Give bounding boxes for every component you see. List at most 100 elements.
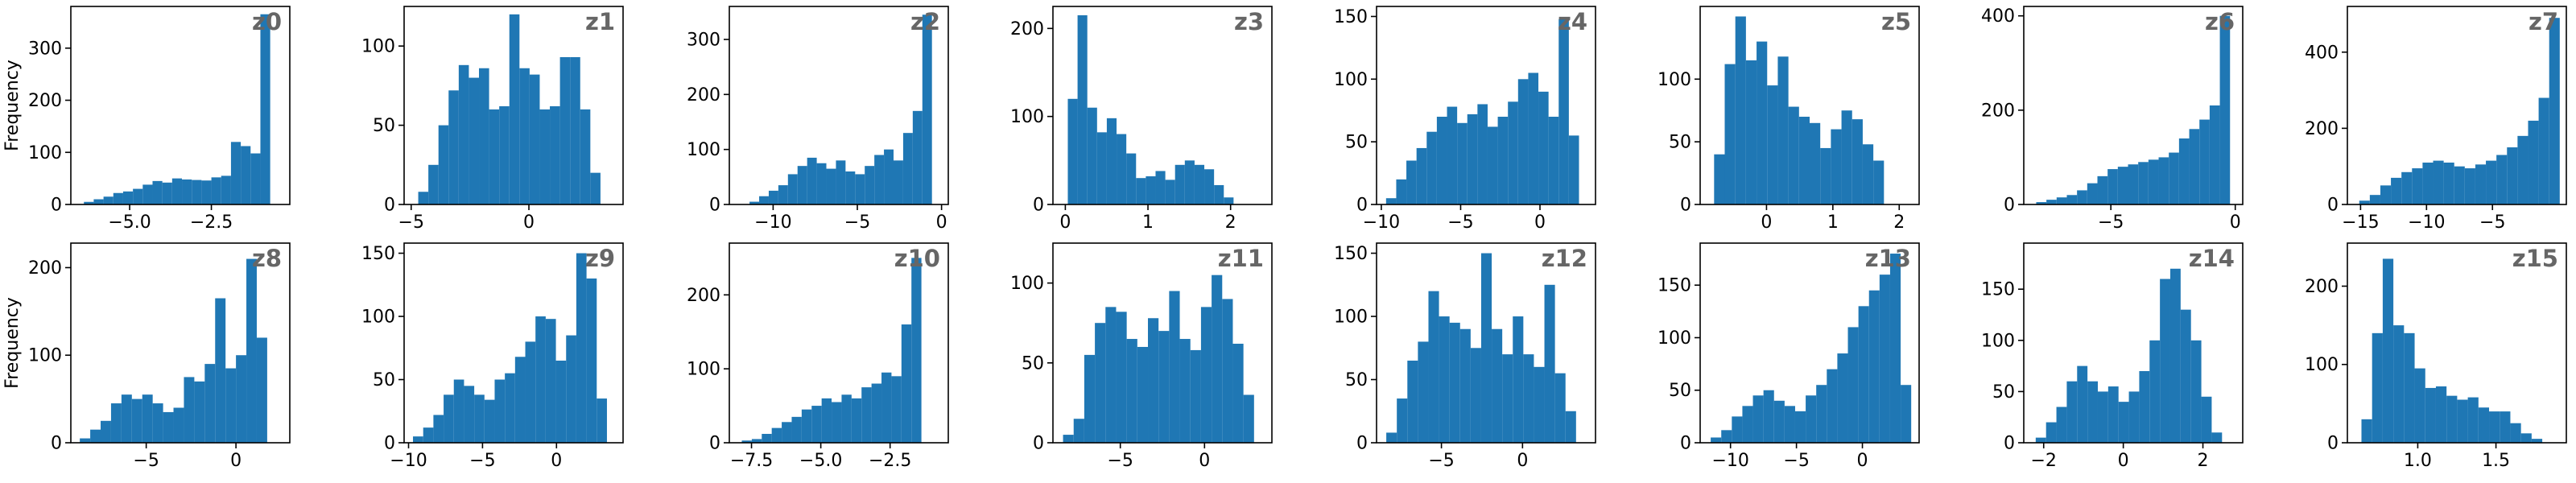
- histogram-bar: [1439, 316, 1450, 443]
- histogram-bar: [2549, 18, 2560, 205]
- histogram-bar: [762, 433, 772, 443]
- histogram-bar: [1165, 180, 1175, 204]
- histogram-bar: [1816, 385, 1827, 443]
- histogram-bar: [555, 360, 567, 443]
- histogram-bar: [256, 337, 267, 443]
- histogram-bar: [590, 172, 601, 204]
- histogram-bar: [221, 175, 231, 204]
- histogram-bar: [1711, 437, 1722, 443]
- histogram-bar: [1565, 411, 1576, 443]
- histogram-bar: [2128, 391, 2140, 443]
- histogram-bar: [2077, 190, 2087, 204]
- histogram-bar: [1105, 307, 1117, 443]
- histogram-bar: [453, 379, 464, 443]
- y-tick-label: 300: [687, 31, 720, 51]
- y-tick-label: 0: [709, 196, 720, 216]
- x-tick-label: 0: [936, 213, 947, 233]
- histogram-bar: [1806, 395, 1817, 443]
- histogram-bar: [1169, 291, 1180, 443]
- histogram-bar: [1502, 354, 1513, 443]
- y-tick-label: 200: [2305, 119, 2339, 139]
- histogram-bar: [1459, 328, 1471, 443]
- histogram-bar: [1767, 85, 1778, 204]
- histogram-bar: [113, 192, 123, 204]
- histogram-bar: [1745, 60, 1757, 204]
- histogram-bar: [246, 258, 257, 443]
- histogram-bar: [1858, 306, 1869, 443]
- histogram-bar: [433, 415, 444, 443]
- histogram-bar: [1184, 160, 1195, 204]
- histogram-bar: [2372, 332, 2383, 443]
- histogram-bar: [1480, 253, 1492, 443]
- histogram-bar: [225, 368, 237, 443]
- x-tick-label: −5: [2098, 213, 2124, 233]
- histogram-bar: [152, 180, 163, 204]
- y-tick-label: 50: [373, 370, 395, 390]
- y-tick-label: 100: [1657, 328, 1691, 349]
- histogram-bar: [1155, 171, 1166, 204]
- histogram-bar: [768, 190, 778, 204]
- panel-title: z15: [2512, 245, 2558, 272]
- histogram-bar: [2199, 119, 2210, 204]
- y-tick-label: 0: [2327, 196, 2339, 216]
- histogram-bar: [2467, 397, 2479, 443]
- histogram-bar: [2189, 129, 2200, 204]
- histogram-bar: [1174, 164, 1185, 204]
- histogram-bar: [576, 253, 587, 443]
- y-tick-label: 400: [2305, 43, 2339, 63]
- panel-title: z8: [252, 245, 282, 272]
- x-tick-label: 1: [1827, 213, 1839, 233]
- y-tick-label: 100: [1334, 308, 1368, 328]
- axes-frame: [2023, 242, 2244, 444]
- histogram-bar: [2401, 171, 2413, 204]
- histogram-bar: [103, 196, 114, 204]
- histogram-bar: [444, 394, 454, 443]
- x-tick-label: −2.5: [869, 451, 911, 471]
- histogram-bar: [2435, 386, 2447, 443]
- histogram-bar: [1126, 153, 1137, 204]
- histogram-bar: [2036, 202, 2047, 204]
- histogram-bar: [1732, 416, 1743, 443]
- histogram-panel-z10: −7.5 −5.0 −2.5 0 100 200 z10: [687, 242, 949, 471]
- axes-frame: [1052, 242, 1273, 444]
- histogram-bar: [816, 163, 827, 204]
- histogram-bar: [1724, 64, 1736, 204]
- panel-title: z10: [894, 245, 940, 272]
- histogram-bar: [2475, 164, 2487, 204]
- histogram-bar: [1889, 254, 1901, 443]
- histogram-bar: [2380, 185, 2392, 204]
- histogram-bar: [2359, 200, 2370, 204]
- histogram-bar: [1868, 290, 1880, 443]
- y-tick-label: 0: [384, 434, 395, 454]
- histogram-bar: [855, 174, 865, 204]
- histogram-bar: [514, 357, 526, 443]
- panel-title: z4: [1558, 8, 1587, 35]
- histogram-bar: [832, 402, 842, 443]
- histogram-bar: [1137, 346, 1149, 443]
- histogram-bar: [2520, 433, 2532, 443]
- histogram-bar: [1116, 312, 1127, 443]
- axes-frame: [2023, 6, 2244, 205]
- x-tick-label: −5: [133, 451, 159, 471]
- x-tick-label: 0: [523, 213, 535, 233]
- histogram-bar: [1467, 114, 1478, 204]
- histogram-bar: [2107, 169, 2118, 204]
- histogram-bar: [2128, 164, 2139, 204]
- histogram-bar: [1517, 79, 1529, 204]
- histogram-bar: [749, 201, 760, 204]
- y-tick-label: 100: [1010, 274, 1044, 294]
- histogram-bar: [2464, 168, 2475, 204]
- histogram-bar: [204, 364, 216, 443]
- y-tick-label: 150: [1657, 276, 1691, 296]
- histogram-bar: [2117, 167, 2128, 204]
- x-tick-label: 1: [1142, 213, 1154, 233]
- histogram-bar: [1901, 385, 1912, 443]
- histogram-bar: [2404, 332, 2415, 443]
- y-tick-label: 200: [1981, 101, 2015, 121]
- x-tick-label: −5: [844, 213, 870, 233]
- histogram-bar: [182, 179, 192, 204]
- panel-title: z5: [1881, 8, 1911, 35]
- histogram-bar: [2077, 365, 2088, 443]
- x-tick-label: −15: [2342, 213, 2379, 233]
